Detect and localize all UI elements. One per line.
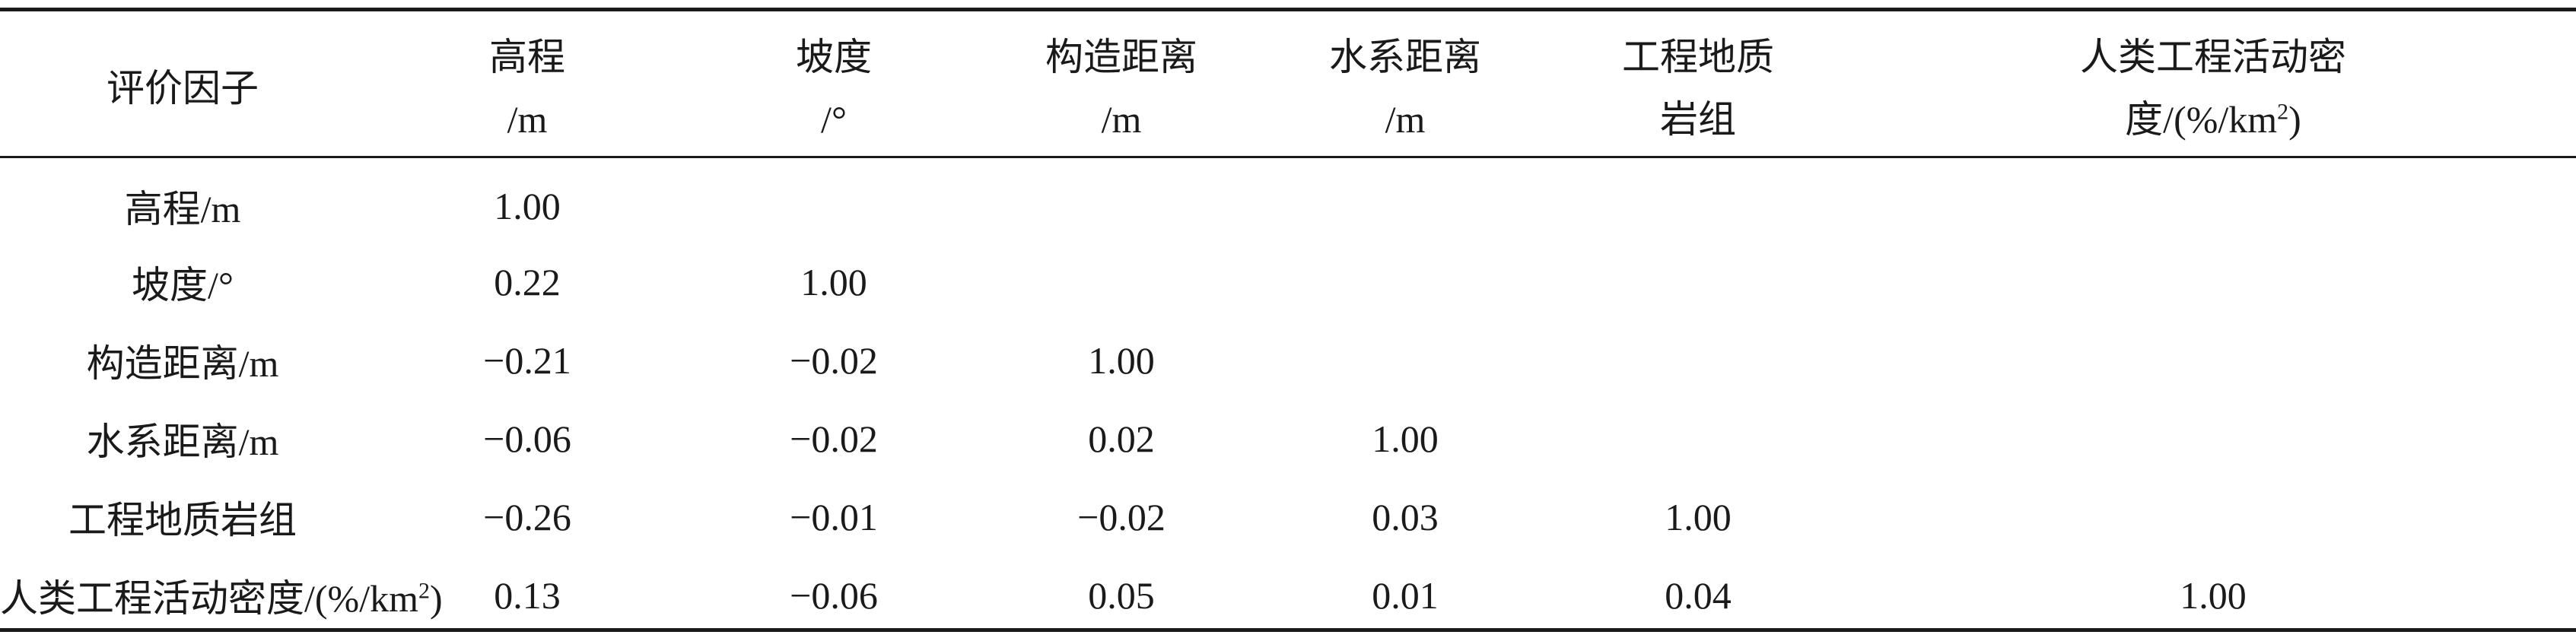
table-cell: [1546, 399, 1850, 478]
header-human-activity-line2: 度/(%/km2): [1850, 88, 2576, 151]
table-cell: −0.01: [790, 495, 878, 538]
table-cell: 1.00: [800, 260, 867, 303]
table-top-rule: [0, 8, 2576, 11]
table-cell: [1264, 160, 1546, 243]
header-human-activity-unit: 度/(%/km: [2125, 98, 2278, 141]
row-label: 水系距离/m: [86, 420, 279, 463]
header-human-activity: 人类工程活动密 度/(%/km2): [1850, 11, 2576, 160]
table-row: 人类工程活动密度/(%/km2) 0.13 −0.06 0.05 0.01 0.…: [0, 556, 2576, 634]
table-cell: [1264, 321, 1546, 399]
table-cell: [1850, 321, 2576, 399]
header-human-activity-superscript: 2: [2277, 99, 2289, 125]
row-label-superscript: 2: [418, 577, 430, 603]
row-label: 构造距离/m: [86, 341, 279, 385]
table-cell: [978, 160, 1264, 243]
table-cell: −0.02: [1077, 495, 1166, 538]
table-cell: 0.05: [1088, 573, 1155, 617]
header-elevation-line2: /m: [507, 98, 548, 141]
header-river-distance-line1: 水系距离: [1329, 36, 1481, 78]
header-river-distance-line2: /m: [1385, 98, 1426, 141]
table-header-rule: [0, 156, 2576, 158]
table-cell: 0.02: [1088, 417, 1155, 460]
header-human-activity-close: ): [2288, 98, 2301, 141]
header-fault-distance-line1: 构造距离: [1045, 36, 1197, 78]
table-header-row: 评价因子 高程 /m 坡度 /° 构造距离 /m 水系距离 /m: [0, 11, 2576, 160]
table-row: 构造距离/m −0.21 −0.02 1.00: [0, 321, 2576, 399]
table-cell: 0.22: [494, 260, 561, 303]
table-cell: 1.00: [1088, 338, 1155, 382]
table-row: 水系距离/m −0.06 −0.02 0.02 1.00: [0, 399, 2576, 478]
row-label: 坡度/°: [132, 263, 234, 306]
table-cell: −0.02: [790, 417, 878, 460]
header-elevation: 高程 /m: [365, 11, 689, 160]
table-cell: 1.00: [2180, 573, 2247, 617]
header-slope-line2: /°: [821, 98, 847, 141]
table-cell: [1850, 160, 2576, 243]
table-cell: [1850, 399, 2576, 478]
table-bottom-rule: [0, 628, 2576, 632]
table-cell: −0.02: [790, 338, 878, 382]
header-engineering-geology-line2: 岩组: [1660, 98, 1736, 141]
header-river-distance: 水系距离 /m: [1264, 11, 1546, 160]
table-cell: 1.00: [1665, 495, 1732, 538]
table-cell: −0.26: [483, 495, 571, 538]
table-cell: −0.21: [483, 338, 571, 382]
table-row: 坡度/° 0.22 1.00: [0, 243, 2576, 321]
header-elevation-line1: 高程: [489, 36, 565, 78]
table-cell: 0.04: [1665, 573, 1732, 617]
table-cell: −0.06: [790, 573, 878, 617]
table-cell: [978, 243, 1264, 321]
table-row: 工程地质岩组 −0.26 −0.01 −0.02 0.03 1.00: [0, 478, 2576, 556]
header-fault-distance-line2: /m: [1101, 98, 1142, 141]
table-cell: 0.03: [1372, 495, 1439, 538]
table-cell: 1.00: [1372, 417, 1439, 460]
header-engineering-geology-line1: 工程地质: [1622, 36, 1774, 78]
header-slope: 坡度 /°: [689, 11, 978, 160]
header-slope-line1: 坡度: [796, 36, 872, 78]
row-label: 工程地质岩组: [68, 498, 297, 541]
table-cell: 0.01: [1372, 573, 1439, 617]
row-label-close: ): [429, 576, 443, 620]
row-label: 高程/m: [124, 188, 241, 230]
table-cell: [1850, 243, 2576, 321]
table-cell: [1546, 321, 1850, 399]
row-label-text: 人类工程活动密度/(%/km: [0, 576, 418, 620]
table-cell: [1546, 243, 1850, 321]
table-cell: [1264, 243, 1546, 321]
correlation-table: 评价因子 高程 /m 坡度 /° 构造距离 /m 水系距离 /m: [0, 11, 2576, 634]
row-label: 人类工程活动密度/(%/km2): [0, 556, 443, 634]
table-cell: [1546, 160, 1850, 243]
header-engineering-geology: 工程地质 岩组: [1546, 11, 1850, 160]
header-fault-distance: 构造距离 /m: [978, 11, 1264, 160]
header-human-activity-line1: 人类工程活动密: [2080, 36, 2346, 78]
table-cell: 0.13: [494, 573, 561, 617]
table-cell: −0.06: [483, 417, 571, 460]
table-cell: [689, 160, 978, 243]
table-row: 高程/m 1.00: [0, 160, 2576, 243]
header-factor: 评价因子: [107, 67, 259, 110]
table-cell: 1.00: [494, 185, 561, 227]
table-cell: [1850, 478, 2576, 556]
